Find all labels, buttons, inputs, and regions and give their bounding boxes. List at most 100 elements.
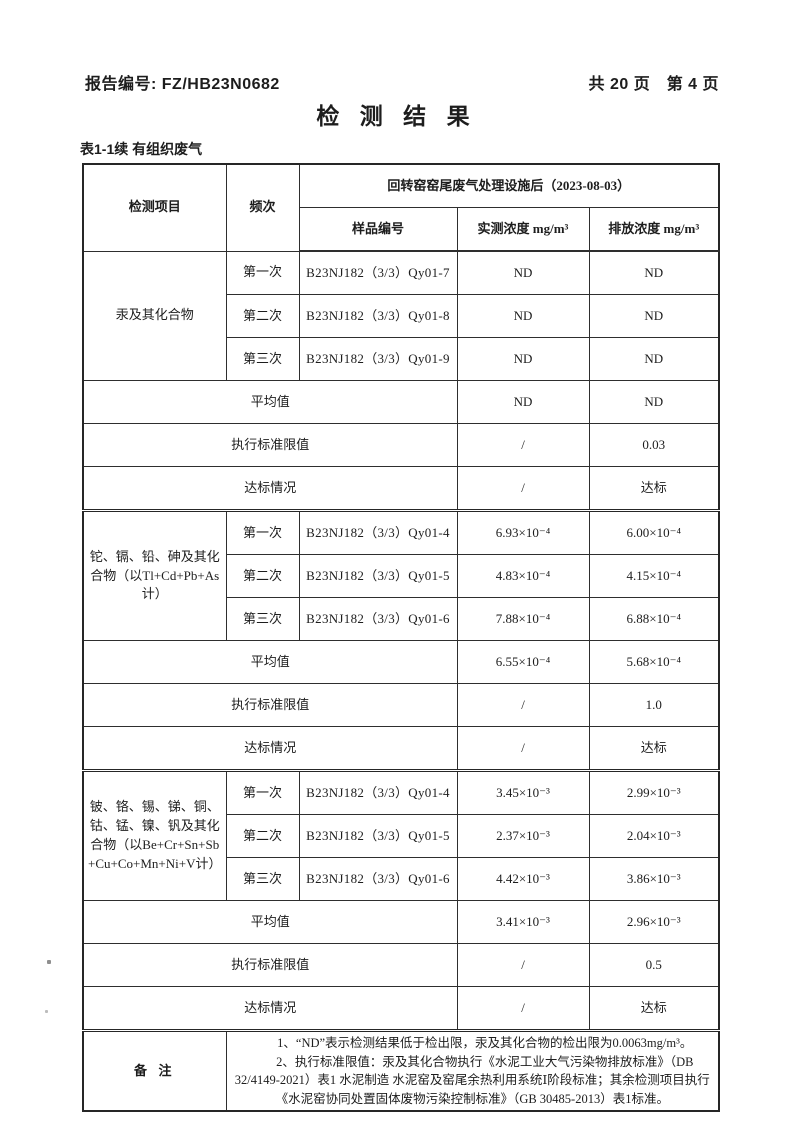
limit-label: 执行标准限值 [82, 943, 458, 987]
notes-label: 备 注 [82, 1029, 227, 1112]
measured-value-cell: 3.45×10⁻³ [456, 769, 590, 815]
emission-value-cell: ND [588, 294, 720, 338]
column-header-facility: 回转窑窑尾废气处理设施后（2023-08-03） [298, 163, 720, 208]
table-row-compliance: 达标情况 / 达标 [82, 986, 720, 1031]
sample-id-cell: B23NJ182（3/3）Qy01-6 [298, 857, 458, 901]
measured-value-cell: 4.83×10⁻⁴ [456, 554, 590, 598]
frequency-cell: 第二次 [225, 294, 300, 338]
emission-value-cell: 达标 [588, 986, 720, 1031]
emission-value-cell: 2.99×10⁻³ [588, 769, 720, 815]
emission-value-cell: ND [588, 380, 720, 424]
emission-value-cell: 0.5 [588, 943, 720, 987]
notes-content: 1、“ND”表示检测结果低于检出限，汞及其化合物的检出限为0.0063mg/m³… [225, 1029, 720, 1112]
emission-value-cell: 1.0 [588, 683, 720, 727]
sample-id-cell: B23NJ182（3/3）Qy01-4 [298, 509, 458, 555]
results-table: 检测项目 频次 回转窑窑尾废气处理设施后（2023-08-03） 样品编号 实测… [82, 163, 721, 1112]
test-item-tl-cd-pb-as: 铊、镉、铅、砷及其化合物（以Tl+Cd+Pb+As计） [82, 509, 227, 641]
limit-label: 执行标准限值 [82, 683, 458, 727]
measured-value-cell: / [456, 466, 590, 511]
limit-label: 执行标准限值 [82, 423, 458, 467]
notes-row: 备 注 1、“ND”表示检测结果低于检出限，汞及其化合物的检出限为0.0063m… [82, 1029, 720, 1112]
measured-value-cell: / [456, 943, 590, 987]
measured-value-cell: / [456, 683, 590, 727]
compliance-label: 达标情况 [82, 726, 458, 771]
measured-value-cell: / [456, 423, 590, 467]
column-header-emission: 排放浓度 mg/m³ [588, 207, 720, 252]
emission-value-cell: ND [588, 337, 720, 381]
table-row-average: 平均值 3.41×10⁻³ 2.96×10⁻³ [82, 900, 720, 944]
table-row: 第二次 B23NJ182（3/3）Qy01-5 2.37×10⁻³ 2.04×1… [83, 814, 720, 858]
emission-value-cell: 3.86×10⁻³ [588, 857, 720, 901]
frequency-cell: 第一次 [225, 769, 300, 815]
table-row-average: 平均值 6.55×10⁻⁴ 5.68×10⁻⁴ [82, 640, 720, 684]
emission-value-cell: ND [588, 250, 720, 295]
table-row-compliance: 达标情况 / 达标 [82, 466, 720, 511]
header-row-1: 检测项目 频次 回转窑窑尾废气处理设施后（2023-08-03） [82, 163, 720, 252]
average-label: 平均值 [82, 640, 458, 684]
emission-value-cell: 6.00×10⁻⁴ [588, 509, 720, 555]
scan-artifact [45, 1010, 48, 1013]
measured-value-cell: / [456, 726, 590, 771]
table-row: 第二次 B23NJ182（3/3）Qy01-8 ND ND [83, 294, 720, 338]
measured-value-cell: / [456, 986, 590, 1031]
table-row-limit: 执行标准限值 / 0.03 [82, 423, 720, 467]
compliance-label: 达标情况 [82, 986, 458, 1031]
page-title: 检 测 结 果 [316, 103, 477, 129]
scan-artifact [47, 960, 51, 964]
table-row: 铍、铬、锡、锑、铜、钴、锰、镍、钒及其化合物（以Be+Cr+Sn+Sb+Cu+C… [82, 769, 720, 901]
header-row-2: 样品编号 实测浓度 mg/m³ 排放浓度 mg/m³ [83, 207, 720, 252]
sample-id-cell: B23NJ182（3/3）Qy01-8 [298, 294, 458, 338]
frequency-cell: 第二次 [225, 814, 300, 858]
emission-value-cell: 2.96×10⁻³ [588, 900, 720, 944]
table-row: 第三次 B23NJ182（3/3）Qy01-9 ND ND [83, 337, 720, 381]
frequency-cell: 第三次 [225, 597, 300, 641]
emission-value-cell: 达标 [588, 466, 720, 511]
table-row: 第二次 B23NJ182（3/3）Qy01-5 4.83×10⁻⁴ 4.15×1… [83, 554, 720, 598]
sample-id-cell: B23NJ182（3/3）Qy01-5 [298, 554, 458, 598]
average-label: 平均值 [82, 900, 458, 944]
emission-value-cell: 4.15×10⁻⁴ [588, 554, 720, 598]
frequency-cell: 第二次 [225, 554, 300, 598]
test-item-mercury: 汞及其化合物 [82, 250, 227, 381]
table-row-limit: 执行标准限值 / 1.0 [82, 683, 720, 727]
table-row-compliance: 达标情况 / 达标 [82, 726, 720, 771]
measured-value-cell: 7.88×10⁻⁴ [456, 597, 590, 641]
column-header-frequency: 频次 [225, 163, 300, 252]
sample-id-cell: B23NJ182（3/3）Qy01-5 [298, 814, 458, 858]
sample-id-cell: B23NJ182（3/3）Qy01-6 [298, 597, 458, 641]
emission-value-cell: 6.88×10⁻⁴ [588, 597, 720, 641]
column-header-item: 检测项目 [82, 163, 227, 252]
column-header-sample-id: 样品编号 [298, 207, 458, 252]
emission-value-cell: 2.04×10⁻³ [588, 814, 720, 858]
note-line-2: 2、执行标准限值：汞及其化合物执行《水泥工业大气污染物排放标准》（DB 32/4… [234, 1054, 710, 1106]
page-indicator: 共 20 页 第 4 页 [588, 76, 719, 93]
frequency-cell: 第一次 [225, 250, 300, 295]
report-number: 报告编号: FZ/HB23N0682 [85, 76, 280, 93]
frequency-cell: 第三次 [225, 337, 300, 381]
emission-value-cell: 达标 [588, 726, 720, 771]
note-line-1: 1、“ND”表示检测结果低于检出限，汞及其化合物的检出限为0.0063mg/m³… [277, 1036, 693, 1050]
sample-id-cell: B23NJ182（3/3）Qy01-4 [298, 769, 458, 815]
frequency-cell: 第一次 [225, 509, 300, 555]
test-item-be-cr-etc: 铍、铬、锡、锑、铜、钴、锰、镍、钒及其化合物（以Be+Cr+Sn+Sb+Cu+C… [82, 769, 227, 901]
table-row-average: 平均值 ND ND [82, 380, 720, 424]
table-row: 汞及其化合物 第一次 B23NJ182（3/3）Qy01-7 ND ND [82, 250, 720, 381]
measured-value-cell: ND [456, 380, 590, 424]
sample-id-cell: B23NJ182（3/3）Qy01-7 [298, 250, 458, 295]
sample-id-cell: B23NJ182（3/3）Qy01-9 [298, 337, 458, 381]
table-row: 第三次 B23NJ182（3/3）Qy01-6 4.42×10⁻³ 3.86×1… [83, 857, 720, 901]
measured-value-cell: 2.37×10⁻³ [456, 814, 590, 858]
table-row: 铊、镉、铅、砷及其化合物（以Tl+Cd+Pb+As计） 第一次 B23NJ182… [82, 509, 720, 641]
document-header: 报告编号: FZ/HB23N0682 共 20 页 第 4 页 [85, 70, 719, 94]
measured-value-cell: 6.55×10⁻⁴ [456, 640, 590, 684]
emission-value-cell: 5.68×10⁻⁴ [588, 640, 720, 684]
measured-value-cell: ND [456, 250, 590, 295]
table-row: 第三次 B23NJ182（3/3）Qy01-6 7.88×10⁻⁴ 6.88×1… [83, 597, 720, 641]
column-header-measured: 实测浓度 mg/m³ [456, 207, 590, 252]
measured-value-cell: ND [456, 294, 590, 338]
measured-value-cell: ND [456, 337, 590, 381]
measured-value-cell: 6.93×10⁻⁴ [456, 509, 590, 555]
average-label: 平均值 [82, 380, 458, 424]
measured-value-cell: 4.42×10⁻³ [456, 857, 590, 901]
